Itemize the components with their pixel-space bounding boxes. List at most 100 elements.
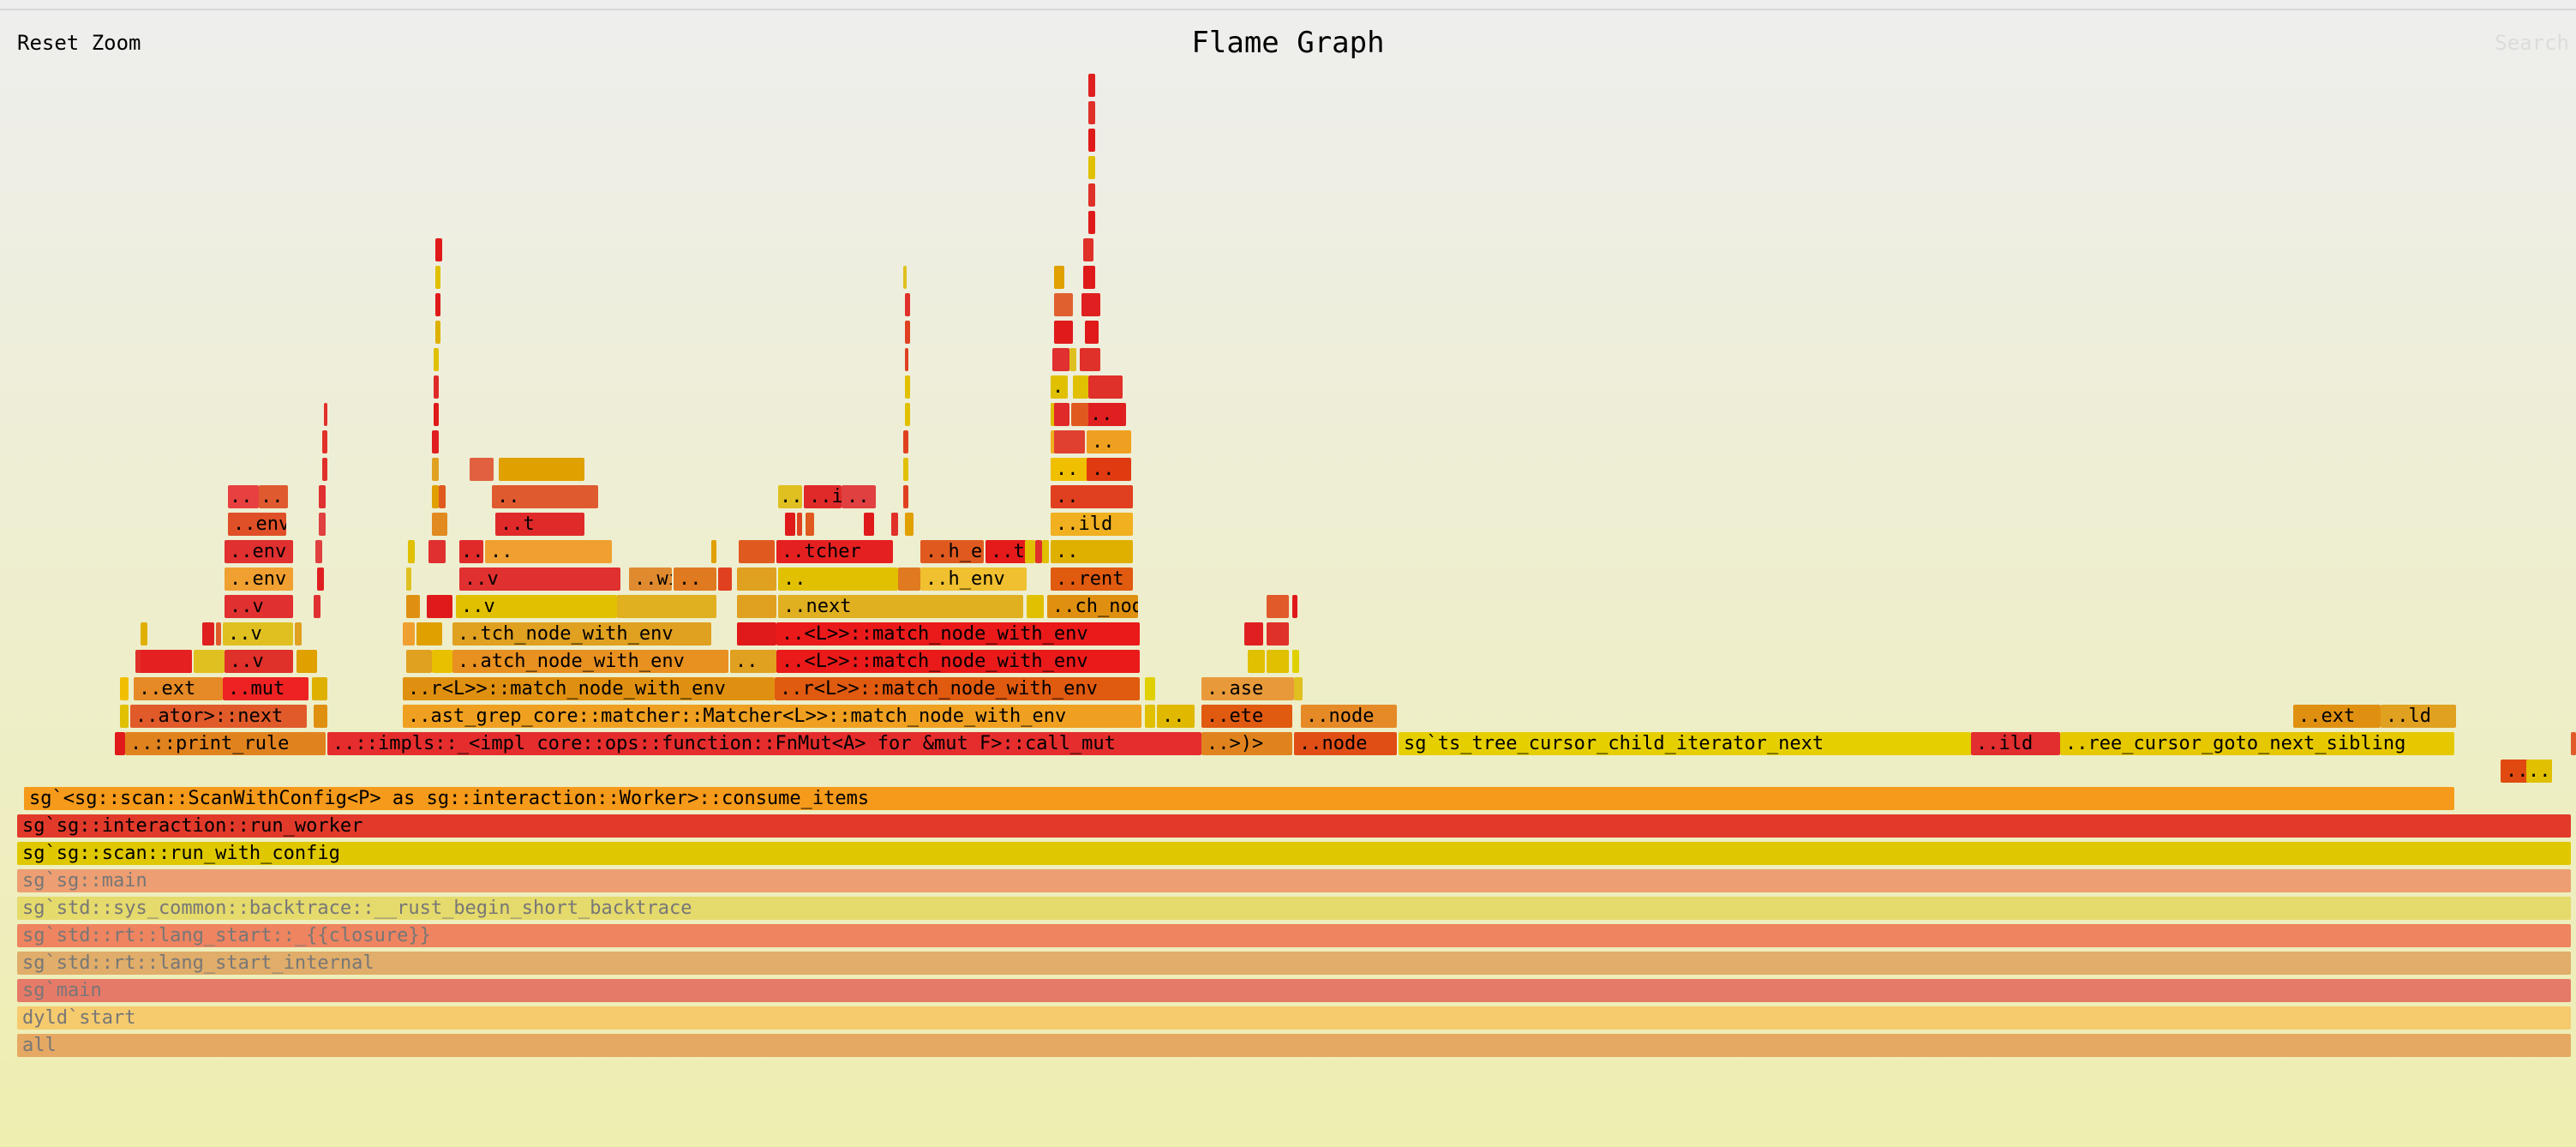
flame-frame-sliver[interactable]: [216, 622, 221, 646]
flame-frame-sliver[interactable]: [2571, 732, 2576, 755]
flame-frame[interactable]: ..rent: [1051, 567, 1133, 591]
flame-frame[interactable]: ..t: [985, 540, 1027, 563]
flame-frame-sliver[interactable]: [711, 540, 716, 563]
flame-frame[interactable]: sg`sg::interaction::run_worker: [17, 814, 2571, 838]
flame-frame-sliver[interactable]: [432, 650, 452, 673]
flame-frame-sliver[interactable]: [1081, 293, 1100, 316]
flame-frame-sliver[interactable]: [1292, 650, 1299, 673]
flame-frame[interactable]: ..>)>: [1201, 732, 1292, 755]
flame-frame-sliver[interactable]: [439, 485, 446, 508]
flame-frame[interactable]: sg`std::sys_common::backtrace::__rust_be…: [17, 897, 2571, 920]
flame-frame[interactable]: ..: [1051, 485, 1133, 508]
flame-frame-sliver[interactable]: [435, 238, 442, 261]
flame-frame-sliver[interactable]: [1088, 101, 1095, 124]
flame-frame-sliver[interactable]: [194, 650, 225, 673]
flame-frame-sliver[interactable]: [1085, 321, 1099, 344]
flame-frame-sliver[interactable]: [314, 705, 327, 728]
flame-frame[interactable]: ..: [730, 650, 776, 673]
flame-frame-sliver[interactable]: [324, 403, 327, 426]
flame-frame-sliver[interactable]: [141, 622, 147, 646]
flame-frame-sliver[interactable]: [718, 567, 732, 591]
flame-frame-sliver[interactable]: [434, 348, 439, 371]
flame-frame-sliver[interactable]: [317, 567, 324, 591]
flame-frame[interactable]: ..ator>::next: [130, 705, 307, 728]
flame-frame[interactable]: ..: [778, 485, 802, 508]
flame-frame-sliver[interactable]: [903, 485, 908, 508]
flame-frame[interactable]: ..: [228, 485, 259, 508]
flame-frame-sliver[interactable]: [312, 677, 327, 700]
flame-frame-sliver[interactable]: [1244, 622, 1263, 646]
flame-frame[interactable]: ..: [1051, 458, 1097, 481]
flame-frame-sliver[interactable]: [905, 293, 910, 316]
flame-frame-sliver[interactable]: [1145, 677, 1155, 700]
flame-frame-sliver[interactable]: [115, 732, 125, 755]
flame-frame-sliver[interactable]: [737, 622, 776, 646]
flame-frame[interactable]: ..ext: [2293, 705, 2381, 728]
flame-frame[interactable]: ..: [1157, 705, 1195, 728]
flame-frame-sliver[interactable]: [1035, 540, 1042, 563]
flame-frame[interactable]: ..v: [223, 622, 293, 646]
flame-frame[interactable]: ..tcher: [776, 540, 893, 563]
flame-frame[interactable]: sg`std::rt::lang_start::_{{closure}}: [17, 924, 2571, 947]
flame-frame-sliver[interactable]: [314, 595, 321, 618]
flame-frame[interactable]: ..v: [225, 595, 293, 618]
flame-frame[interactable]: ..::impls::_<impl core::ops::function::F…: [327, 732, 1201, 755]
flame-frame[interactable]: ..v: [459, 567, 620, 591]
flame-frame-sliver[interactable]: [785, 513, 795, 536]
flame-frame-sliver[interactable]: [1088, 156, 1095, 179]
flame-frame-sliver[interactable]: [1088, 183, 1095, 207]
flame-frame-sliver[interactable]: [322, 458, 327, 481]
flame-frame[interactable]: all: [17, 1034, 2571, 1057]
flame-frame-sliver[interactable]: [905, 513, 914, 536]
flame-frame-sliver[interactable]: [1267, 622, 1289, 646]
flame-frame[interactable]: ..tch_node_with_env: [452, 622, 711, 646]
flame-frame[interactable]: ..: [259, 485, 288, 508]
flame-frame-sliver[interactable]: [1025, 540, 1035, 563]
flame-frame-sliver[interactable]: [470, 458, 494, 481]
flame-frame[interactable]: ..: [1085, 403, 1126, 426]
flame-frame[interactable]: sg`ts_tree_cursor_child_iterator_next: [1399, 732, 1971, 755]
flame-frame-sliver[interactable]: [737, 595, 776, 618]
flame-frame-sliver[interactable]: [434, 403, 439, 426]
flame-frame-sliver[interactable]: [319, 513, 326, 536]
flame-frame[interactable]: ..node: [1301, 705, 1397, 728]
flame-frame-sliver[interactable]: [1052, 348, 1069, 371]
flame-frame[interactable]: ..: [1051, 540, 1133, 563]
flame-frame-sliver[interactable]: [1088, 74, 1095, 97]
flame-frame[interactable]: ..node: [1294, 732, 1397, 755]
flame-frame[interactable]: ..env: [228, 513, 286, 536]
flame-frame-sliver[interactable]: [1071, 403, 1088, 426]
flame-frame[interactable]: ..<L>>::match_node_with_env: [776, 650, 1140, 673]
flame-frame[interactable]: ..r<L>>::match_node_with_env: [775, 677, 1140, 700]
flame-frame-sliver[interactable]: [1294, 677, 1303, 700]
flame-frame-sliver[interactable]: [408, 540, 415, 563]
flame-frame-sliver[interactable]: [432, 485, 439, 508]
flame-frame[interactable]: sg`std::rt::lang_start_internal: [17, 952, 2571, 975]
flame-frame-sliver[interactable]: [432, 458, 439, 481]
flame-frame[interactable]: ..: [492, 485, 598, 508]
flame-frame-sliver[interactable]: [435, 321, 440, 344]
flame-frame[interactable]: ..<L>>::match_node_with_env: [776, 622, 1140, 646]
flame-frame-sliver[interactable]: [435, 293, 440, 316]
flame-frame[interactable]: ..: [1051, 375, 1068, 399]
flame-frame-sliver[interactable]: [1083, 266, 1095, 289]
flame-frame-sliver[interactable]: [905, 375, 910, 399]
flame-frame-sliver[interactable]: [903, 430, 908, 453]
flame-frame-sliver[interactable]: [500, 458, 583, 481]
flame-frame[interactable]: ..ild: [1051, 513, 1133, 536]
flame-frame[interactable]: ..ld: [2381, 705, 2456, 728]
flame-frame-sliver[interactable]: [905, 348, 908, 371]
flame-frame-sliver[interactable]: [1027, 595, 1044, 618]
flame-frame[interactable]: ..ree_cursor_goto_next_sibling: [2060, 732, 2454, 755]
flame-frame-sliver[interactable]: [1054, 430, 1085, 453]
flame-frame-sliver[interactable]: [427, 595, 452, 618]
flame-frame-sliver[interactable]: [432, 430, 439, 453]
flame-frame-sliver[interactable]: [797, 513, 802, 536]
flame-frame-sliver[interactable]: [406, 650, 432, 673]
flame-frame-sliver[interactable]: [891, 513, 898, 536]
flame-frame[interactable]: ..env: [225, 567, 293, 591]
flame-frame-sliver[interactable]: [617, 595, 716, 618]
flame-frame-sliver[interactable]: [406, 595, 420, 618]
flame-frame-sliver[interactable]: [1088, 129, 1095, 152]
flame-frame[interactable]: ..: [1087, 458, 1131, 481]
